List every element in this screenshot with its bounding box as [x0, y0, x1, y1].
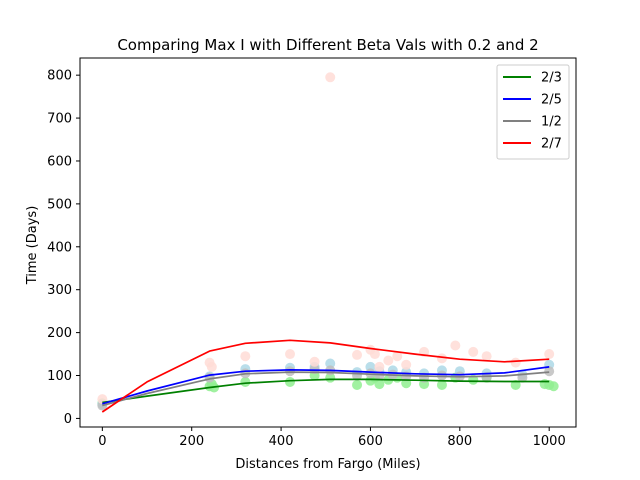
x-tick-label: 200	[179, 434, 204, 449]
series-line-0	[102, 378, 550, 404]
series-line-3	[101, 339, 550, 413]
y-axis-title: Time (Days)	[25, 206, 40, 286]
data-point-3	[450, 340, 461, 351]
series-line-2	[102, 371, 550, 407]
data-point-3	[325, 72, 336, 83]
data-point-3	[206, 361, 217, 372]
data-point-3	[374, 361, 385, 372]
data-point-0	[240, 376, 251, 387]
legend-box	[496, 64, 570, 160]
data-point-3	[309, 356, 320, 367]
data-point-3	[544, 349, 555, 360]
legend-label-1: 2/5	[541, 93, 562, 108]
data-point-2	[481, 372, 492, 383]
data-point-3	[285, 349, 296, 360]
data-point-0	[548, 381, 559, 392]
y-tick-label: 300	[47, 283, 72, 298]
y-tick-label: 500	[47, 197, 72, 212]
y-tick-label: 200	[47, 326, 72, 341]
legend-label-2: 1/2	[541, 115, 562, 130]
data-point-3	[352, 349, 363, 360]
y-tick-label: 0	[64, 412, 72, 427]
series-line-1	[102, 366, 550, 405]
y-tick-label: 800	[47, 69, 72, 84]
x-tick-label: 600	[358, 434, 383, 449]
data-point-3	[481, 351, 492, 362]
data-point-2	[285, 366, 296, 377]
y-axis-ticks: 0 100 200 300 400 500 600 700 800	[47, 69, 80, 427]
data-point-0	[510, 379, 521, 390]
x-tick-label: 1000	[533, 434, 566, 449]
data-point-0	[285, 376, 296, 387]
data-point-3	[383, 355, 394, 366]
legend: 2/3 2/5 1/2 2/7	[496, 64, 570, 160]
x-tick-label: 0	[98, 434, 106, 449]
y-tick-label: 700	[47, 112, 72, 127]
data-point-3	[510, 357, 521, 368]
chart-title: Comparing Max I with Different Beta Vals…	[117, 36, 538, 54]
data-point-3	[240, 351, 251, 362]
x-axis-title: Distances from Fargo (Miles)	[235, 457, 420, 472]
data-point-0	[352, 379, 363, 390]
plot-area-frame	[79, 57, 577, 428]
data-point-3	[369, 349, 380, 360]
x-tick-label: 800	[447, 434, 472, 449]
data-point-2	[436, 370, 447, 381]
legend-label-0: 2/3	[541, 71, 562, 86]
legend-label-3: 2/7	[541, 137, 562, 152]
x-axis-ticks: 0 200 400 600 800 1000	[98, 427, 566, 449]
x-tick-label: 400	[269, 434, 294, 449]
data-point-0	[436, 379, 447, 390]
y-tick-label: 400	[47, 240, 72, 255]
data-point-3	[468, 346, 479, 357]
data-point-3	[392, 351, 403, 362]
data-point-1	[325, 358, 336, 369]
data-point-3	[401, 359, 412, 370]
data-point-0	[374, 379, 385, 390]
y-tick-label: 100	[47, 369, 72, 384]
series-lines-layer	[101, 339, 550, 413]
data-point-3	[436, 353, 447, 364]
y-tick-label: 600	[47, 154, 72, 169]
data-point-2	[544, 366, 555, 377]
